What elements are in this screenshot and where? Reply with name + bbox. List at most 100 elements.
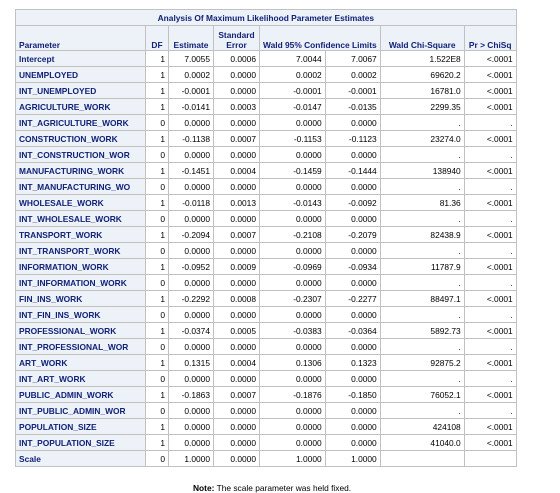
cell-parameter: Intercept (15, 50, 146, 67)
cell-df: 1 (145, 194, 169, 211)
cell-upper-limit: 0.0000 (324, 418, 381, 435)
cell-df: 0 (145, 450, 169, 467)
cell-upper-limit: 0.0000 (324, 306, 381, 323)
cell-df: 1 (145, 50, 169, 67)
table-row: INT_PROFESSIONAL_WOR 0 0.0000 0.0000 0.0000 0… (15, 338, 517, 355)
cell-parameter: INT_PUBLIC_ADMIN_WOR (15, 402, 146, 419)
cell-parameter: TRANSPORT_WORK (15, 226, 146, 243)
cell-estimate: 0.0000 (168, 274, 214, 291)
cell-chi-square: . (379, 402, 465, 419)
cell-lower-limit: -0.1153 (259, 130, 326, 147)
cell-standard-error: 0.0000 (213, 338, 260, 355)
cell-upper-limit: -0.1444 (324, 162, 381, 179)
cell-standard-error: 0.0013 (213, 194, 260, 211)
cell-p-value: <.0001 (463, 66, 517, 83)
cell-standard-error: 0.0000 (213, 82, 260, 99)
cell-upper-limit: -0.2079 (324, 226, 381, 243)
cell-p-value: . (463, 370, 517, 387)
cell-chi-square: 92875.2 (379, 354, 465, 371)
cell-standard-error: 0.0007 (213, 226, 260, 243)
cell-lower-limit: -0.0383 (259, 322, 326, 339)
cell-df: 1 (145, 354, 169, 371)
column-header-row: Parameter DF Estimate Standard Error Wal… (15, 25, 517, 51)
cell-df: 0 (145, 210, 169, 227)
cell-lower-limit: 0.0000 (259, 338, 326, 355)
cell-estimate: -0.1451 (168, 162, 214, 179)
cell-p-value: <.0001 (463, 418, 517, 435)
table-row: INT_TRANSPORT_WORK 0 0.0000 0.0000 0.0000 0.0… (15, 242, 517, 259)
cell-estimate: 0.1315 (168, 354, 214, 371)
cell-upper-limit: 0.0000 (324, 210, 381, 227)
cell-parameter: CONSTRUCTION_WORK (15, 130, 146, 147)
cell-estimate: -0.1863 (168, 386, 214, 403)
header-standard-error-line2: Error (226, 40, 247, 50)
header-confidence-limits: Wald 95% Confidence Limits (259, 25, 381, 51)
cell-standard-error: 0.0000 (213, 66, 260, 83)
table-row: POPULATION_SIZE 1 0.0000 0.0000 0.0000 0.0000… (15, 418, 517, 435)
cell-lower-limit: 0.0000 (259, 370, 326, 387)
cell-lower-limit: -0.0147 (259, 98, 326, 115)
cell-estimate: 0.0000 (168, 402, 214, 419)
cell-standard-error: 0.0000 (213, 418, 260, 435)
cell-upper-limit: 0.0000 (324, 178, 381, 195)
cell-df: 0 (145, 146, 169, 163)
cell-p-value: <.0001 (463, 82, 517, 99)
cell-estimate: -0.0001 (168, 82, 214, 99)
cell-estimate: 0.0000 (168, 114, 214, 131)
cell-parameter: WHOLESALE_WORK (15, 194, 146, 211)
cell-p-value (463, 450, 517, 467)
cell-chi-square: 424108 (379, 418, 465, 435)
header-standard-error-line1: Standard (218, 30, 255, 40)
table-row: TRANSPORT_WORK 1 -0.2094 0.0007 -0.2108 -0.20… (15, 226, 517, 243)
cell-standard-error: 0.0000 (213, 402, 260, 419)
cell-parameter: INT_ART_WORK (15, 370, 146, 387)
cell-lower-limit: -0.0143 (259, 194, 326, 211)
cell-parameter: ART_WORK (15, 354, 146, 371)
cell-upper-limit: 0.0002 (324, 66, 381, 83)
cell-upper-limit: 7.0067 (324, 50, 381, 67)
table-row: MANUFACTURING_WORK 1 -0.1451 0.0004 -0.1459-… (15, 162, 517, 179)
cell-lower-limit: -0.0001 (259, 82, 326, 99)
table-row: ART_WORK 1 0.1315 0.0004 0.1306 0.1323 92875.2… (15, 354, 517, 371)
cell-df: 1 (145, 258, 169, 275)
cell-chi-square: 11787.9 (379, 258, 465, 275)
note-text: The scale parameter was held fixed. (216, 483, 352, 493)
cell-df: 0 (145, 114, 169, 131)
cell-chi-square: 138940 (379, 162, 465, 179)
table-body: Intercept 1 7.0055 0.0006 7.0044 7.0067 1.522E… (15, 50, 517, 467)
cell-chi-square: 23274.0 (379, 130, 465, 147)
cell-upper-limit: 0.0000 (324, 274, 381, 291)
cell-lower-limit: 0.0000 (259, 418, 326, 435)
cell-estimate: 1.0000 (168, 450, 214, 467)
cell-chi-square: 5892.73 (379, 322, 465, 339)
cell-standard-error: 0.0006 (213, 50, 260, 67)
cell-estimate: -0.0118 (168, 194, 214, 211)
cell-lower-limit: 0.0000 (259, 402, 326, 419)
cell-lower-limit: 0.0000 (259, 242, 326, 259)
cell-lower-limit: 0.0000 (259, 146, 326, 163)
cell-upper-limit: 0.0000 (324, 242, 381, 259)
cell-df: 0 (145, 274, 169, 291)
table-row: Intercept 1 7.0055 0.0006 7.0044 7.0067 1.522E… (15, 50, 517, 67)
cell-upper-limit: 0.1323 (324, 354, 381, 371)
cell-standard-error: 0.0000 (213, 306, 260, 323)
cell-df: 0 (145, 402, 169, 419)
cell-lower-limit: 0.1306 (259, 354, 326, 371)
cell-lower-limit: -0.1876 (259, 386, 326, 403)
cell-p-value: <.0001 (463, 258, 517, 275)
cell-lower-limit: -0.1459 (259, 162, 326, 179)
cell-parameter: Scale (15, 450, 146, 467)
cell-chi-square: 2299.35 (379, 98, 465, 115)
cell-p-value: . (463, 210, 517, 227)
table-row: INT_INFORMATION_WORK 0 0.0000 0.0000 0.0000 0… (15, 274, 517, 291)
cell-df: 1 (145, 162, 169, 179)
table-row: WHOLESALE_WORK 1 -0.0118 0.0013 -0.0143 -0.00… (15, 194, 517, 211)
cell-estimate: -0.0374 (168, 322, 214, 339)
cell-df: 1 (145, 418, 169, 435)
header-p-value: Pr > ChiSq (463, 25, 517, 51)
cell-p-value: . (463, 274, 517, 291)
note-label: Note: (193, 483, 215, 493)
header-parameter: Parameter (15, 25, 146, 51)
cell-df: 1 (145, 66, 169, 83)
table-row: INT_MANUFACTURING_WO 0 0.0000 0.0000 0.0000 0… (15, 178, 517, 195)
